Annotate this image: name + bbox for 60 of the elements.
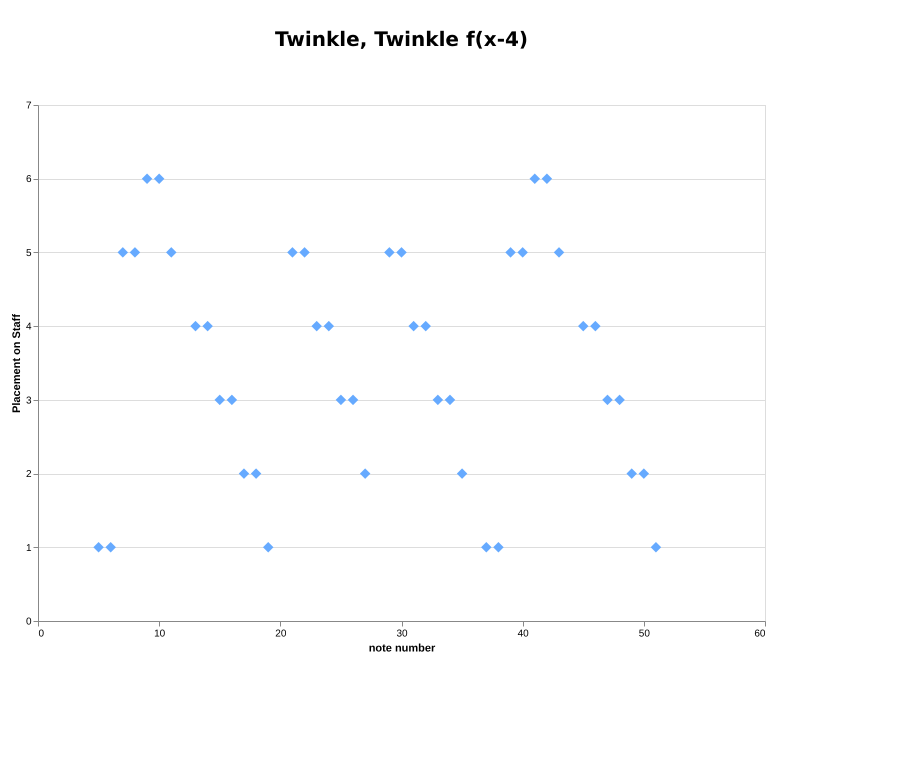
point bbox=[384, 247, 395, 258]
point bbox=[311, 320, 322, 332]
y-axis-title: Placement on Staff bbox=[10, 314, 23, 414]
y-tick-label: 6 bbox=[26, 174, 32, 186]
point bbox=[262, 542, 274, 553]
y-tick-label: 3 bbox=[26, 395, 32, 406]
point bbox=[638, 468, 650, 479]
x-axis-title: note number bbox=[368, 642, 436, 654]
x-tick-label: 50 bbox=[638, 628, 650, 640]
point bbox=[408, 320, 419, 332]
y-tick-label: 5 bbox=[26, 248, 32, 259]
point bbox=[105, 542, 116, 553]
point bbox=[348, 394, 358, 406]
point bbox=[396, 247, 407, 258]
point bbox=[614, 394, 625, 406]
point bbox=[118, 247, 128, 258]
point bbox=[481, 542, 492, 553]
y-tick-label: 1 bbox=[26, 542, 32, 554]
point bbox=[517, 247, 528, 258]
y-tick-label: 4 bbox=[26, 322, 32, 333]
point bbox=[360, 468, 370, 479]
point bbox=[299, 247, 310, 258]
point bbox=[287, 247, 298, 258]
point bbox=[444, 394, 456, 406]
point bbox=[650, 542, 662, 553]
point bbox=[130, 247, 140, 258]
point bbox=[154, 173, 164, 184]
point bbox=[432, 394, 444, 406]
x-tick-label: 60 bbox=[754, 628, 766, 640]
point bbox=[166, 247, 177, 258]
point bbox=[190, 320, 201, 332]
y-tick-label: 2 bbox=[26, 469, 32, 480]
point bbox=[626, 468, 637, 479]
point bbox=[250, 468, 262, 479]
y-tick-label: 0 bbox=[26, 616, 32, 628]
point bbox=[202, 320, 213, 332]
x-tick-label: 20 bbox=[275, 628, 287, 640]
point bbox=[542, 173, 552, 184]
point bbox=[93, 542, 104, 553]
point bbox=[420, 320, 431, 332]
point bbox=[602, 394, 613, 406]
point bbox=[226, 394, 238, 406]
chart-title: Twinkle, Twinkle f(x-4) bbox=[274, 27, 528, 51]
point bbox=[578, 320, 588, 332]
point bbox=[214, 394, 225, 406]
x-tick-label: 0 bbox=[38, 628, 44, 640]
point bbox=[456, 468, 468, 479]
x-tick-label: 40 bbox=[518, 628, 530, 640]
point bbox=[238, 468, 250, 479]
point bbox=[142, 173, 152, 184]
x-tick-label: 10 bbox=[154, 628, 166, 640]
point bbox=[336, 394, 346, 406]
point bbox=[590, 320, 601, 332]
point bbox=[324, 320, 334, 332]
point bbox=[530, 173, 540, 184]
y-tick-label: 7 bbox=[26, 100, 32, 112]
x-tick-label: 30 bbox=[396, 628, 408, 640]
point bbox=[493, 542, 504, 553]
point bbox=[554, 247, 564, 258]
point bbox=[505, 247, 516, 258]
